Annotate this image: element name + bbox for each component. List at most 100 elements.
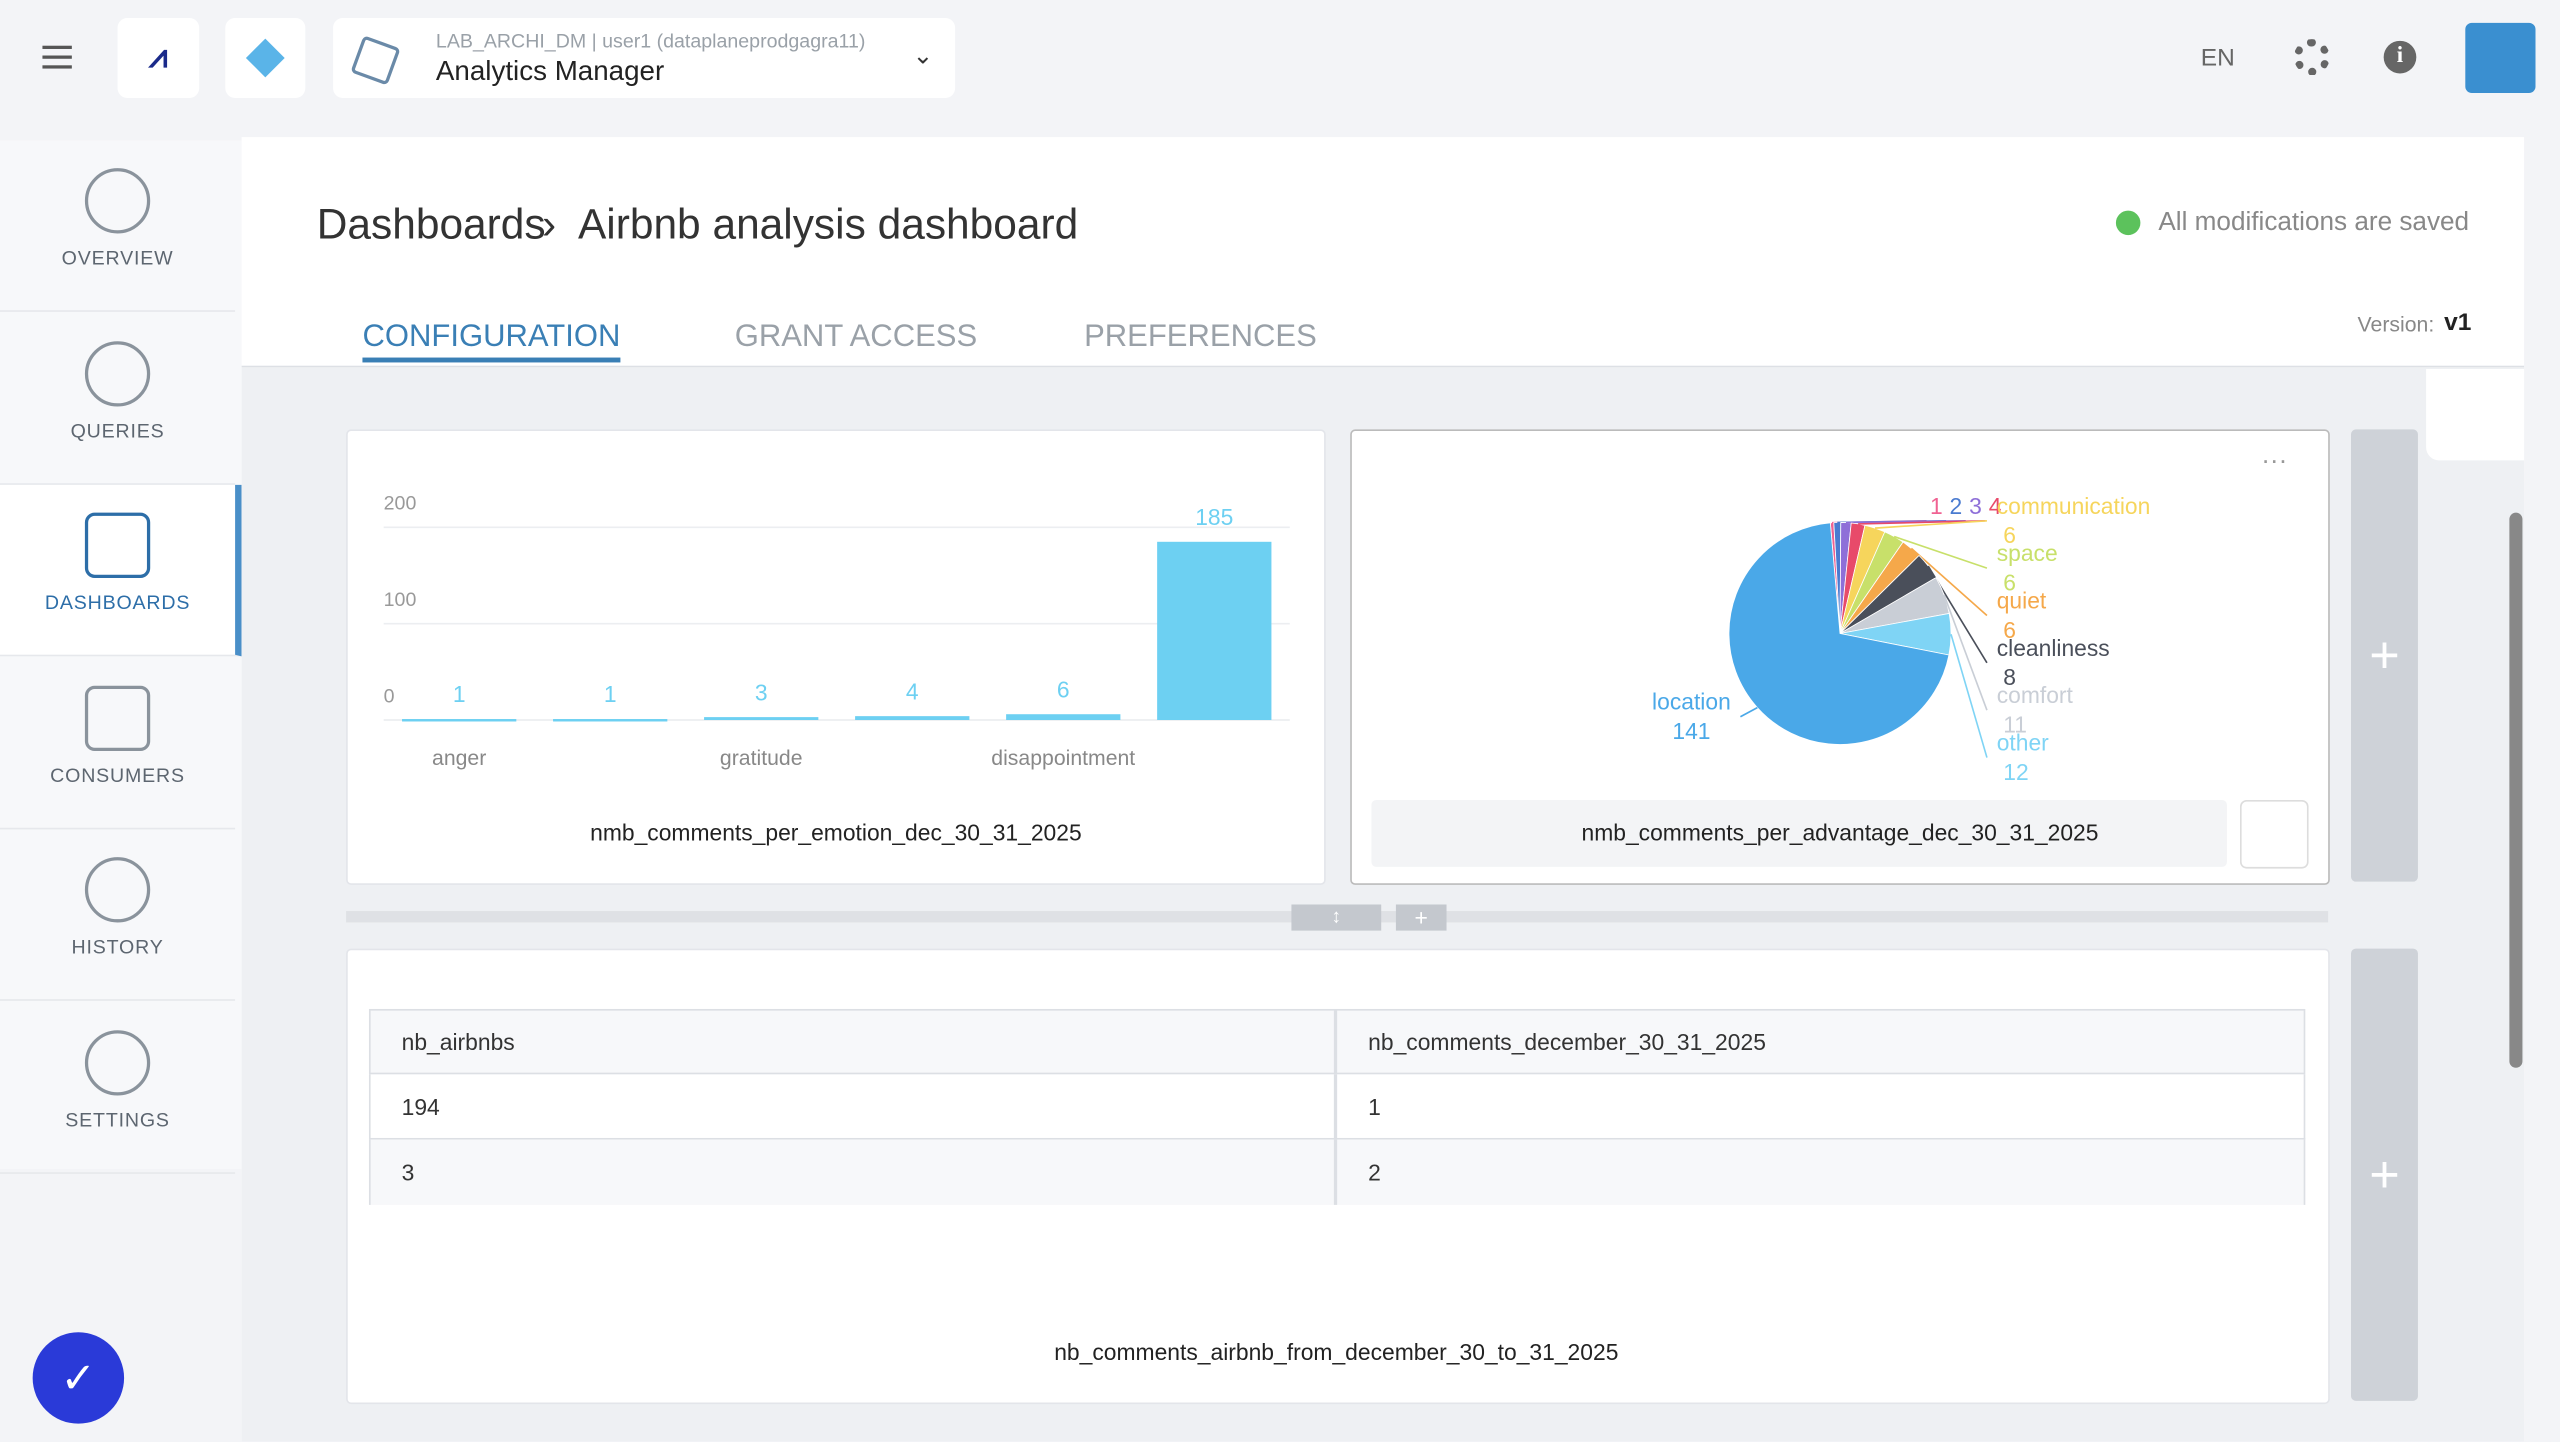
settings-icon[interactable] (2293, 39, 2330, 76)
pie-label: cleanliness (1997, 635, 2110, 661)
x-tick-label: disappointment (991, 747, 1135, 770)
leader-line (1740, 706, 1758, 718)
widget-menu[interactable] (2239, 799, 2309, 869)
save-status: All modifications are saved (2158, 208, 2470, 237)
y-tick-label: 200 (384, 493, 417, 515)
bar (1157, 541, 1272, 720)
sidebar-item[interactable]: DASHBOARDS (0, 484, 242, 657)
widget-title: nb_comments_airbnb_from_december_30_to_3… (1054, 1338, 1619, 1365)
sidebar-icon (84, 857, 151, 923)
data-label: 6 (2003, 617, 2016, 643)
bar (553, 719, 668, 722)
data-label: 4 (1989, 493, 2002, 519)
data-label: 4 (906, 678, 919, 704)
pie-label: communication (1997, 493, 2151, 519)
data-label: 3 (755, 679, 768, 705)
widget-title: nmb_comments_per_advantage_dec_30_31_202… (1582, 819, 2099, 845)
breadcrumb[interactable]: Dashboards (316, 199, 546, 249)
saved-icon (2115, 210, 2141, 236)
sidebar-item[interactable]: SETTINGS (0, 1002, 236, 1174)
data-label: 6 (2003, 522, 2016, 548)
sidebar-item[interactable]: HISTORY (0, 829, 236, 1001)
tab[interactable]: GRANT ACCESS (734, 319, 978, 355)
data-label: 12 (2003, 759, 2028, 785)
leader-line (1858, 519, 1986, 525)
data-label: 185 (1195, 504, 1233, 530)
leader-line (1943, 594, 1988, 711)
sidebar-icon (84, 1029, 151, 1095)
x-tick-label: anger (432, 747, 486, 770)
sidebar-label: DASHBOARDS (44, 591, 191, 614)
avatar[interactable] (2465, 22, 2536, 94)
bar (402, 719, 517, 722)
table-header: nb_comments_december_30_31_2025 (1335, 1008, 2306, 1075)
sidebar-icon (84, 512, 151, 578)
tab[interactable]: PREFERENCES (1084, 319, 1317, 355)
bar (855, 716, 970, 720)
table-cell: 3 (368, 1139, 1336, 1205)
breadcrumb-separator: › (542, 199, 557, 249)
sidebar-icon (84, 168, 151, 234)
chevron: ⌄ (912, 42, 934, 71)
tab[interactable]: CONFIGURATION (362, 320, 621, 363)
leader-line (1874, 520, 1987, 529)
pie-label: quiet (1997, 587, 2047, 613)
data-label: 1 (1930, 493, 1943, 519)
app-selector[interactable]: LAB_ARCHI_DM | user1 (dataplaneprodgagra… (333, 17, 956, 98)
menu-button[interactable] (42, 45, 72, 69)
sidebar-item[interactable]: OVERVIEW (0, 140, 236, 312)
widget-title: nmb_comments_per_emotion_dec_30_31_2025 (590, 819, 1082, 845)
x-tick-label: gratitude (720, 747, 803, 770)
data-label: 11 (2003, 712, 2027, 738)
app-name: Analytics Manager (435, 55, 665, 87)
version: v1 (2444, 308, 2472, 337)
more-button[interactable]: ··· (2261, 447, 2288, 476)
data-label: 2 (1950, 493, 1963, 519)
data-label: 6 (2003, 570, 2016, 596)
y-tick-label: 100 (384, 589, 417, 611)
sidebar-item[interactable]: CONSUMERS (0, 657, 236, 829)
sidebar-label: SETTINGS (65, 1107, 170, 1131)
leader-line (1950, 634, 1988, 758)
pie-label: comfort (1997, 682, 2074, 708)
resize-handle[interactable]: ↕ (1291, 904, 1382, 931)
table-cell: 2 (1335, 1139, 2306, 1205)
project-button[interactable] (225, 17, 306, 98)
sidebar-label: OVERVIEW (61, 246, 174, 270)
data-label: 8 (2003, 664, 2016, 690)
bar (704, 717, 819, 720)
home-logo[interactable]: ⩘ (117, 17, 200, 98)
sidebar-label: QUERIES (70, 418, 165, 442)
pie-slice (1728, 522, 1950, 745)
table-cell: 1 (1335, 1074, 2306, 1140)
info-icon[interactable]: i (2383, 40, 2417, 74)
layers-button[interactable] (2426, 368, 2525, 461)
version-label: Version: (2357, 311, 2435, 337)
project-label: LAB_ARCHI_DM | user1 (dataplaneprodgagra… (435, 29, 866, 53)
sidebar-icon (84, 684, 151, 751)
leader-line (1893, 535, 1988, 569)
pie-label: space (1997, 540, 2058, 566)
page-title: Airbnb analysis dashboard (577, 199, 1079, 249)
leader-line (1910, 547, 1988, 617)
help-button[interactable]: ✓ (32, 1332, 125, 1424)
language[interactable]: EN (2200, 44, 2235, 72)
data-label: 3 (1969, 493, 1982, 519)
bar (1006, 714, 1121, 720)
sidebar: OVERVIEW QUERIES DASHBOARDS CONSUMERS HISTOR… (0, 140, 242, 1174)
add-widget[interactable]: + (2351, 429, 2418, 882)
add-widget[interactable]: + (2351, 948, 2418, 1401)
data-label: 141 (1672, 718, 1710, 744)
data-label: 1 (604, 681, 617, 707)
sidebar-item[interactable]: QUERIES (0, 313, 236, 485)
data-label: 6 (1057, 676, 1070, 702)
y-tick-label: 0 (384, 685, 395, 707)
data-label: 1 (453, 681, 466, 707)
scrollbar[interactable] (2509, 512, 2523, 1068)
table-cell: 194 (368, 1074, 1336, 1140)
sidebar-label: HISTORY (71, 935, 164, 959)
add-row[interactable]: + (1395, 904, 1447, 931)
